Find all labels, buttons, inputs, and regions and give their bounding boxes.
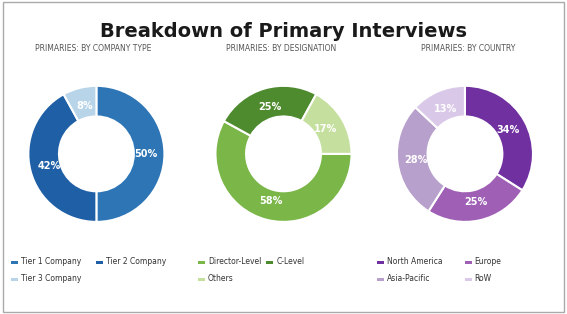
Text: 42%: 42% xyxy=(37,161,61,171)
Text: 17%: 17% xyxy=(314,124,337,134)
Wedge shape xyxy=(416,86,465,128)
Text: Tier 1 Company: Tier 1 Company xyxy=(21,257,81,266)
Text: 58%: 58% xyxy=(260,196,283,206)
Text: Director-Level: Director-Level xyxy=(208,257,261,266)
Text: 25%: 25% xyxy=(258,102,281,112)
Text: 50%: 50% xyxy=(134,149,157,159)
Wedge shape xyxy=(64,86,96,121)
Text: Breakdown of Primary Interviews: Breakdown of Primary Interviews xyxy=(100,22,467,41)
Text: PRIMARIES: BY DESIGNATION: PRIMARIES: BY DESIGNATION xyxy=(226,44,336,53)
Wedge shape xyxy=(28,94,96,222)
Text: 8%: 8% xyxy=(76,101,92,111)
Wedge shape xyxy=(215,121,352,222)
Text: RoW: RoW xyxy=(475,274,492,283)
Wedge shape xyxy=(429,174,522,222)
Text: Tier 3 Company: Tier 3 Company xyxy=(21,274,81,283)
Text: PRIMARIES: BY COUNTRY: PRIMARIES: BY COUNTRY xyxy=(421,44,515,53)
Wedge shape xyxy=(465,86,533,190)
Text: 25%: 25% xyxy=(464,197,487,207)
Text: 13%: 13% xyxy=(434,104,457,114)
Text: Asia-Pacific: Asia-Pacific xyxy=(387,274,430,283)
Text: 34%: 34% xyxy=(496,125,519,135)
Text: PRIMARIES: BY COMPANY TYPE: PRIMARIES: BY COMPANY TYPE xyxy=(35,44,152,53)
Wedge shape xyxy=(96,86,164,222)
Wedge shape xyxy=(302,94,352,154)
Text: Tier 2 Company: Tier 2 Company xyxy=(106,257,166,266)
Text: C-Level: C-Level xyxy=(276,257,304,266)
Wedge shape xyxy=(397,107,445,211)
Text: 28%: 28% xyxy=(405,155,428,165)
Text: Europe: Europe xyxy=(475,257,501,266)
Text: Others: Others xyxy=(208,274,234,283)
Text: North America: North America xyxy=(387,257,442,266)
Wedge shape xyxy=(224,86,316,136)
